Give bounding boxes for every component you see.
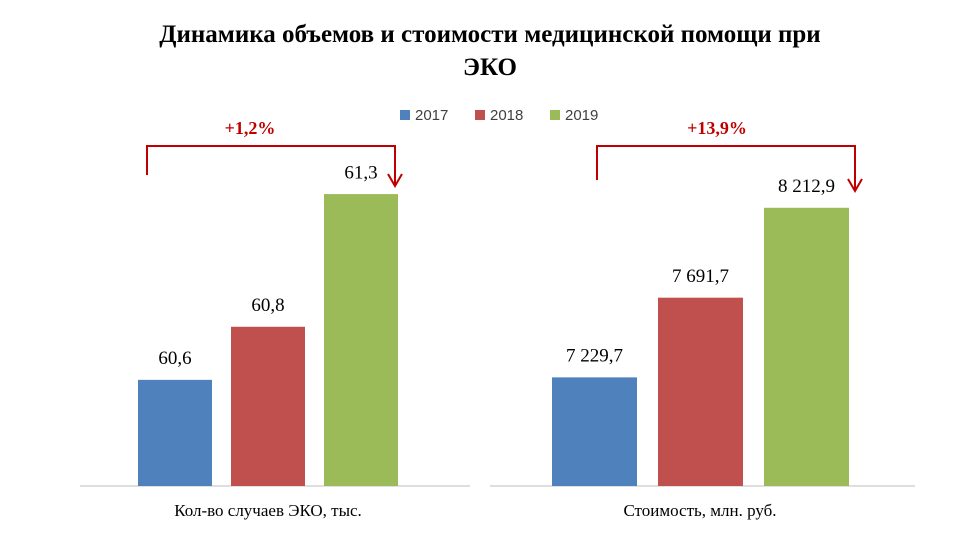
bracket-arrow: [596, 145, 863, 193]
value-label: 7 691,7: [672, 266, 729, 287]
bar: [138, 379, 212, 486]
bracket-arrow: [146, 145, 403, 188]
value-label: 8 212,9: [778, 176, 835, 197]
bar: [231, 326, 305, 486]
value-label: 61,3: [344, 162, 377, 183]
bar: [658, 297, 743, 486]
value-label: 60,6: [158, 348, 191, 369]
value-label: 60,8: [251, 295, 284, 316]
legend-swatch: [550, 110, 560, 120]
bar: [764, 207, 849, 486]
annotation: +1,2%: [225, 118, 276, 138]
bar: [552, 377, 637, 486]
x-tick-label: Стоимость, млн. руб.: [623, 501, 776, 520]
legend-label: 2017: [415, 107, 448, 124]
legend-label: 2018: [490, 107, 523, 124]
legend-label: 2019: [565, 107, 598, 124]
annotation: +13,9%: [687, 118, 747, 138]
bar: [324, 194, 398, 487]
legend-swatch: [475, 110, 485, 120]
legend-swatch: [400, 110, 410, 120]
chart-title: Динамика объемов и стоимости медицинской…: [159, 21, 820, 81]
value-label: 7 229,7: [566, 346, 623, 367]
x-tick-label: Кол-во случаев ЭКО, тыс.: [174, 501, 362, 520]
